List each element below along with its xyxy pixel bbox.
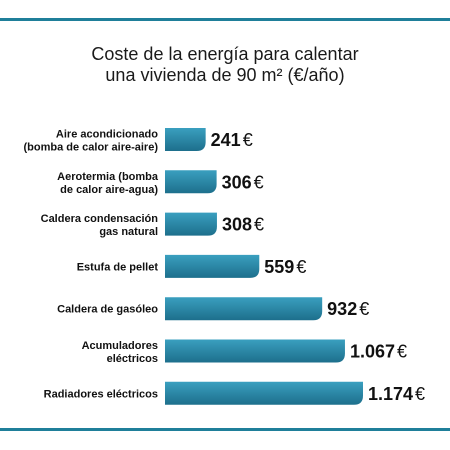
category-label-line: Radiadores eléctricos	[44, 388, 158, 400]
bar-row: Acumuladores eléctricos 1.067 €	[82, 339, 407, 365]
value-unit: €	[296, 257, 306, 277]
value-number: 308	[222, 215, 252, 235]
category-label-line: Aerotermia (bomba	[57, 171, 159, 183]
value-label: 1.174 €	[368, 384, 425, 404]
category-label-line: Caldera de gasóleo	[57, 304, 158, 316]
bar	[165, 381, 363, 405]
bar-row: Caldera condensación gas natural 308 €	[41, 212, 264, 238]
category-label: Caldera condensación gas natural	[41, 213, 159, 238]
value-number: 1.174	[368, 384, 413, 404]
bar	[165, 339, 345, 363]
category-label: Aire acondicionado (bomba de calor aire-a…	[24, 129, 159, 154]
category-label: Estufa de pellet	[77, 261, 159, 273]
value-number: 559	[264, 257, 294, 277]
category-label-line: (bomba de calor aire-aire)	[24, 142, 159, 154]
value-unit: €	[243, 130, 253, 150]
category-label: Aerotermia (bomba de calor aire-agua)	[57, 171, 159, 196]
category-label-line: Acumuladores	[82, 340, 158, 352]
value-unit: €	[254, 172, 264, 192]
value-label: 308 €	[222, 215, 264, 235]
bar	[165, 297, 323, 321]
category-label-line: gas natural	[99, 226, 158, 238]
category-label: Caldera de gasóleo	[57, 304, 158, 316]
bar-row: Radiadores eléctricos 1.174 €	[44, 381, 425, 405]
bar-row: Estufa de pellet 559 €	[77, 254, 306, 278]
value-number: 241	[211, 130, 241, 150]
bar	[165, 128, 206, 151]
chart-title-line-2: una vivienda de 90 m² (€/año)	[105, 65, 345, 85]
category-label: Acumuladores eléctricos	[82, 340, 158, 365]
value-unit: €	[254, 215, 264, 235]
value-number: 1.067	[350, 342, 395, 362]
bar	[165, 170, 217, 194]
chart-title-line-1: Coste de la energía para calentar	[91, 44, 359, 64]
category-label-line: Aire acondicionado	[56, 129, 158, 141]
bar-row: Aire acondicionado (bomba de calor aire-a…	[24, 128, 253, 154]
category-label-line: Caldera condensación	[41, 213, 159, 225]
category-label-line: eléctricos	[107, 353, 158, 365]
bar	[165, 254, 260, 278]
top-accent-rule	[0, 18, 450, 21]
value-label: 559 €	[264, 257, 306, 277]
value-label: 241 €	[211, 130, 253, 150]
bottom-accent-rule	[0, 428, 450, 431]
value-label: 932 €	[327, 299, 369, 319]
value-unit: €	[359, 299, 369, 319]
value-label: 306 €	[222, 172, 264, 192]
value-label: 1.067 €	[350, 342, 407, 362]
bar-row: Caldera de gasóleo 932 €	[57, 297, 369, 321]
value-unit: €	[415, 384, 425, 404]
category-label: Radiadores eléctricos	[44, 388, 158, 400]
bars-layer: Aire acondicionado (bomba de calor aire-a…	[24, 128, 425, 405]
category-label-line: Estufa de pellet	[77, 261, 159, 273]
value-number: 306	[222, 172, 252, 192]
bar-row: Aerotermia (bomba de calor aire-agua) 306 €	[57, 170, 264, 196]
value-unit: €	[397, 342, 407, 362]
bar	[165, 212, 217, 236]
chart-title: Coste de la energía para calentar una vi…	[0, 44, 450, 86]
category-label-line: de calor aire-agua)	[60, 184, 158, 196]
value-number: 932	[327, 299, 357, 319]
